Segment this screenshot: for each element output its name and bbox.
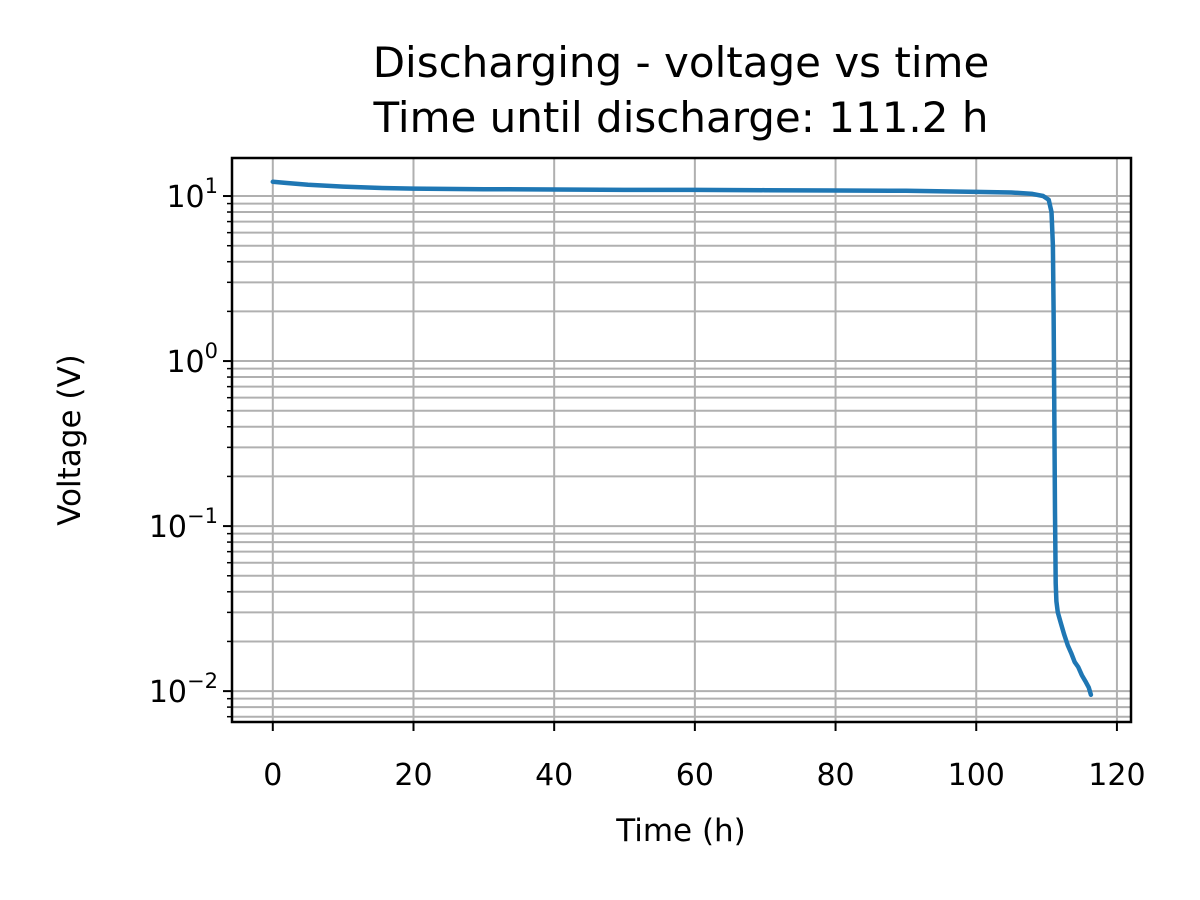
x-tick-label: 100 xyxy=(948,758,1005,793)
y-tick-base: 10 xyxy=(166,345,204,380)
series-line-0 xyxy=(270,179,1094,698)
x-tick-label: 40 xyxy=(535,758,573,793)
y-tick-label: 101 xyxy=(166,174,218,215)
grid xyxy=(232,158,1131,722)
x-tick-label: 80 xyxy=(816,758,854,793)
y-tick-label: 10−1 xyxy=(149,504,218,545)
y-tick-exponent: 0 xyxy=(205,339,218,363)
x-tick-label: 20 xyxy=(394,758,432,793)
y-tick-base: 10 xyxy=(166,180,204,215)
y-tick-exponent: −1 xyxy=(187,504,218,528)
x-tick-label: 60 xyxy=(676,758,714,793)
series-layer xyxy=(270,179,1094,698)
x-axis-label: Time (h) xyxy=(615,813,746,849)
y-tick-label: 100 xyxy=(166,339,218,380)
x-tick-label: 120 xyxy=(1088,758,1145,793)
y-tick-exponent: 1 xyxy=(205,174,218,198)
chart-title: Discharging - voltage vs time xyxy=(373,38,990,87)
y-axis-label: Voltage (V) xyxy=(52,354,88,526)
chart-subtitle: Time until discharge: 111.2 h xyxy=(373,93,989,142)
y-tick-exponent: −2 xyxy=(187,669,218,693)
x-tick-label: 0 xyxy=(263,758,282,793)
plot-frame xyxy=(230,156,1133,724)
y-tick-label: 10−2 xyxy=(149,669,218,710)
y-tick-base: 10 xyxy=(149,510,187,545)
y-tick-base: 10 xyxy=(149,675,187,710)
